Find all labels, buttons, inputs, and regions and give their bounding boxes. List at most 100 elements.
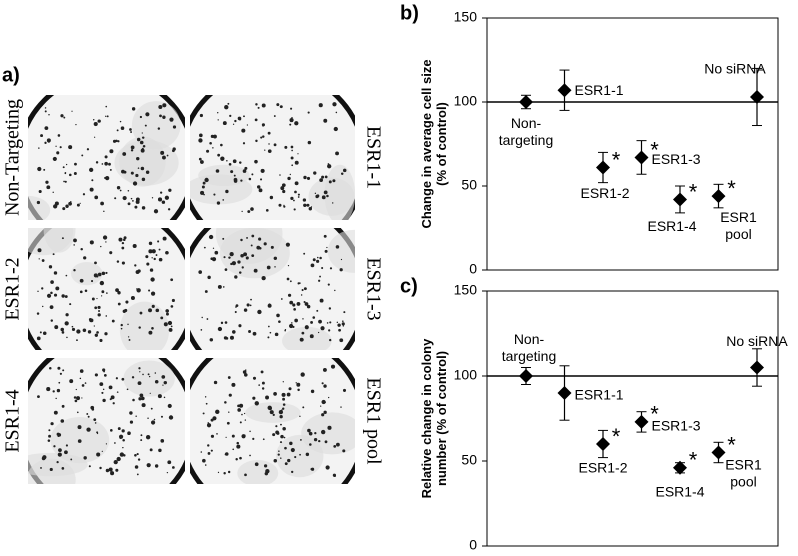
colony xyxy=(293,199,295,202)
colony xyxy=(272,413,275,416)
colony xyxy=(171,298,175,303)
colony xyxy=(61,467,65,470)
colony xyxy=(198,270,203,274)
colony xyxy=(115,139,118,143)
colony xyxy=(242,142,246,145)
colony xyxy=(97,119,101,123)
colony xyxy=(97,305,101,309)
y-tick-label: 0 xyxy=(469,537,477,553)
colony xyxy=(328,180,332,184)
data-point xyxy=(557,386,572,400)
colony xyxy=(262,438,265,441)
colony xyxy=(105,175,110,181)
colony xyxy=(318,439,321,443)
colony xyxy=(170,325,173,328)
colony xyxy=(338,328,341,332)
colony xyxy=(222,121,227,126)
colony xyxy=(264,471,269,476)
colony xyxy=(105,315,108,317)
colony xyxy=(62,207,66,211)
colony xyxy=(244,419,247,421)
colony xyxy=(160,316,164,320)
colony xyxy=(38,147,40,149)
colony xyxy=(287,264,290,267)
colony xyxy=(287,293,292,297)
colony xyxy=(268,143,270,145)
colony xyxy=(204,290,208,293)
colony xyxy=(150,407,153,410)
colony xyxy=(328,307,332,310)
colony xyxy=(101,450,103,452)
colony xyxy=(165,250,169,255)
colony xyxy=(210,418,214,422)
colony xyxy=(121,246,125,250)
colony xyxy=(263,242,267,246)
colony xyxy=(286,392,291,397)
colony xyxy=(243,412,246,415)
colony xyxy=(36,336,41,341)
colony xyxy=(137,269,141,273)
colony xyxy=(239,403,244,408)
colony xyxy=(273,459,278,463)
colony xyxy=(163,380,167,385)
colony xyxy=(127,202,131,206)
colony xyxy=(217,471,220,474)
colony xyxy=(220,157,224,161)
colony xyxy=(280,186,285,191)
colony xyxy=(89,318,94,323)
colony xyxy=(212,247,215,249)
colony xyxy=(151,197,154,199)
colony xyxy=(132,199,134,202)
colony xyxy=(278,410,281,412)
colony xyxy=(255,139,258,143)
colony xyxy=(123,236,127,240)
colony xyxy=(135,415,137,417)
colony xyxy=(308,207,313,211)
colony xyxy=(319,298,324,303)
colony xyxy=(44,107,47,109)
colony xyxy=(71,327,76,332)
y-tick-label: 50 xyxy=(461,177,477,193)
colony xyxy=(57,433,62,437)
colony xyxy=(300,439,302,441)
significance-marker: * xyxy=(612,424,621,449)
point-label: ESR1-4 xyxy=(655,484,704,500)
colony xyxy=(154,372,157,374)
colony xyxy=(282,397,286,401)
point-label: Non-targeting xyxy=(499,115,553,148)
colony xyxy=(86,427,91,432)
colony xyxy=(242,169,247,173)
plate-well xyxy=(190,95,355,220)
colony xyxy=(293,208,296,211)
colony xyxy=(103,210,105,213)
colony xyxy=(222,199,225,201)
colony xyxy=(230,170,234,174)
colony xyxy=(318,319,322,324)
colony xyxy=(105,443,108,445)
colony xyxy=(240,253,244,258)
colony xyxy=(162,384,164,386)
colony xyxy=(339,338,344,343)
colony xyxy=(112,402,115,405)
colony xyxy=(138,326,141,329)
colony xyxy=(169,117,174,122)
colony xyxy=(73,238,77,243)
colony xyxy=(157,197,163,202)
colony xyxy=(122,446,124,449)
colony xyxy=(207,452,211,455)
colony xyxy=(145,170,150,174)
colony xyxy=(332,179,336,183)
colony xyxy=(333,474,336,478)
colony xyxy=(94,373,98,377)
colony xyxy=(267,336,270,339)
colony xyxy=(223,336,228,340)
colony xyxy=(308,431,313,436)
colony xyxy=(106,292,108,294)
colony xyxy=(69,379,74,384)
colony xyxy=(279,415,283,419)
colony xyxy=(224,453,227,456)
colony xyxy=(66,336,68,339)
colony xyxy=(153,209,159,214)
colony xyxy=(276,103,280,107)
colony xyxy=(64,321,69,326)
